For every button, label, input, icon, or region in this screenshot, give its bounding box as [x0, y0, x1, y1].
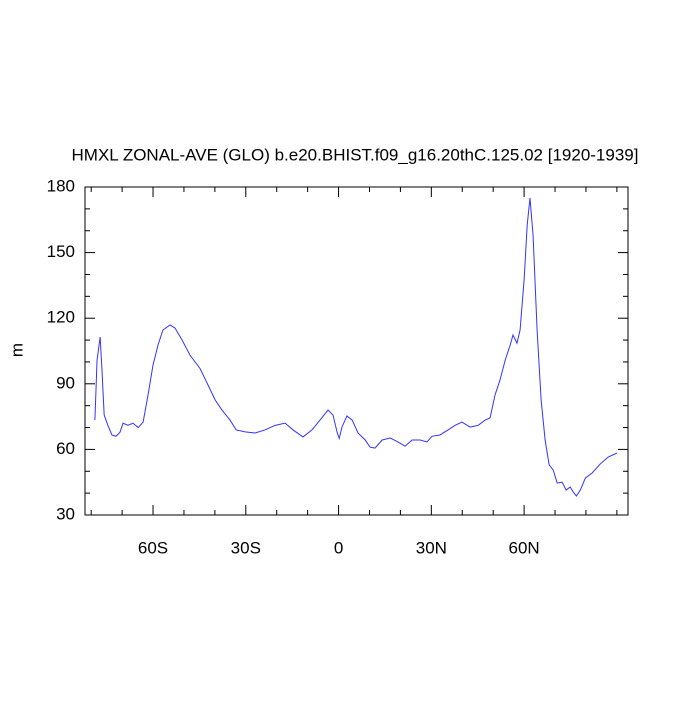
y-tick-label: 60: [56, 439, 75, 458]
chart-title: HMXL ZONAL-AVE (GLO) b.e20.BHIST.f09_g16…: [72, 145, 639, 164]
x-tick-label: 30S: [231, 538, 261, 557]
x-tick-label: 60S: [138, 538, 168, 557]
y-tick-label: 90: [56, 373, 75, 392]
x-tick-label: 0: [334, 538, 343, 557]
y-tick-label: 180: [47, 176, 75, 195]
plot-frame: [84, 186, 629, 516]
data-line: [94, 197, 618, 497]
y-axis-label: m: [7, 343, 26, 357]
y-tick-label: 150: [47, 242, 75, 261]
x-tick-label: 30N: [416, 538, 447, 557]
y-tick-label: 30: [56, 504, 75, 523]
x-tick-label: 60N: [509, 538, 540, 557]
y-tick-label: 120: [47, 308, 75, 327]
